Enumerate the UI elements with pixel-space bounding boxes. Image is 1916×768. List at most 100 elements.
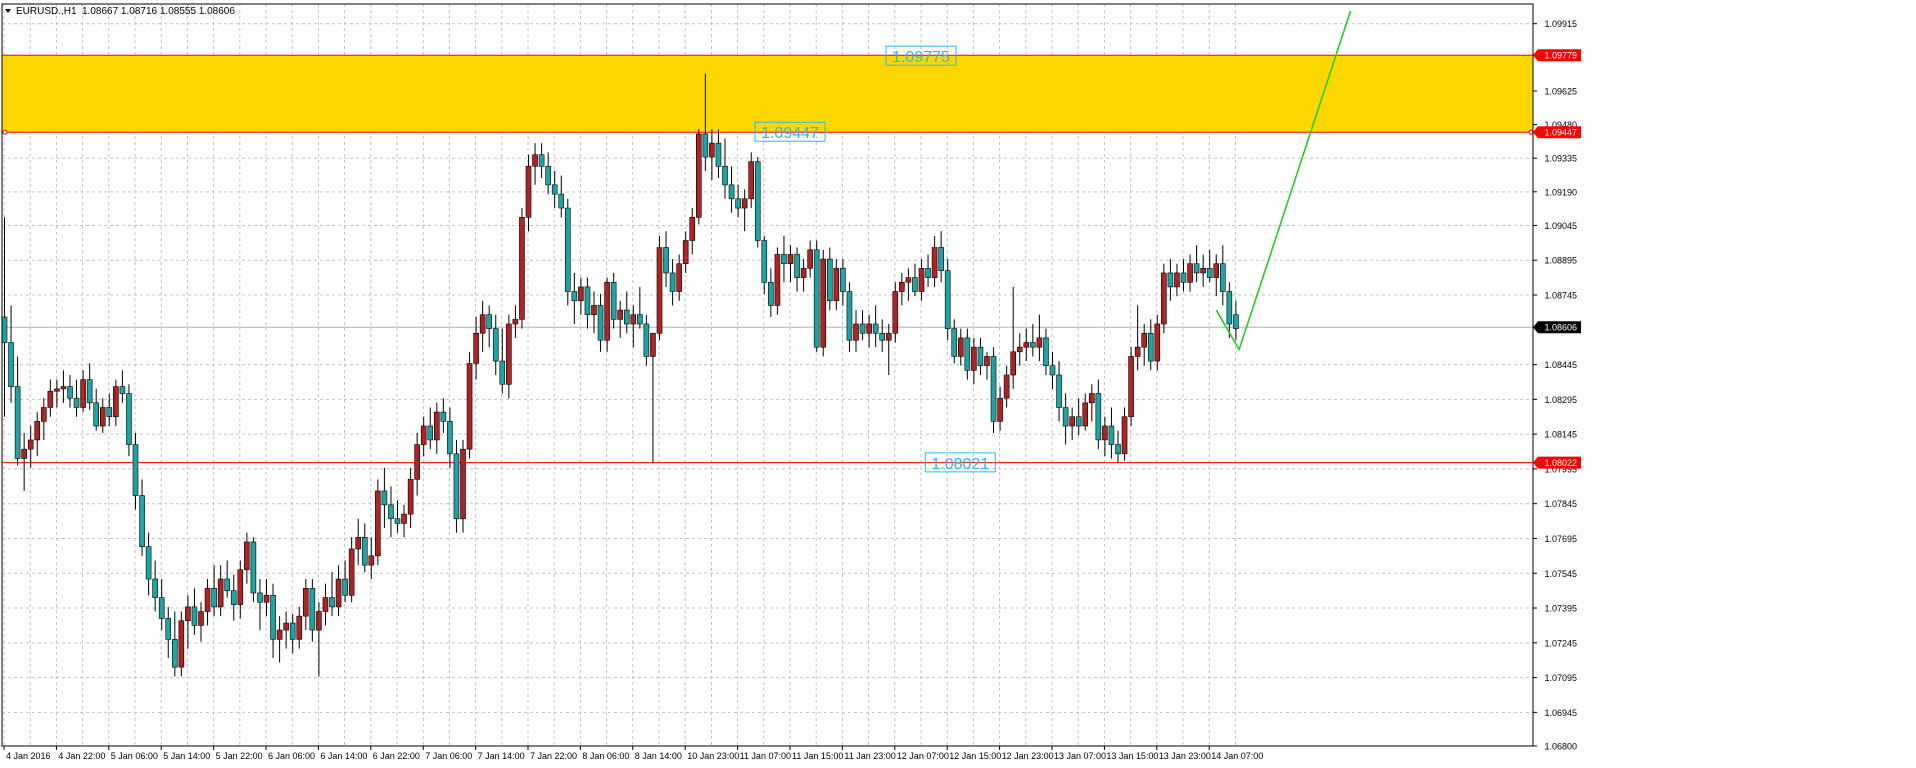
candle: [1174, 263, 1180, 297]
candle: [172, 611, 178, 677]
line-anchor-handle[interactable]: [1528, 129, 1534, 135]
price-annotation[interactable]: 1.08021: [924, 452, 996, 473]
price-tick-label: 1.07245: [1544, 638, 1577, 648]
projection-trendline[interactable]: [1215, 10, 1352, 352]
triangle-down-icon[interactable]: [5, 9, 11, 13]
candle-body-bull: [997, 397, 1003, 422]
candle: [591, 291, 597, 334]
candle: [840, 259, 846, 306]
zone-bottom-price-tag: 1.09447: [1533, 126, 1581, 139]
candle: [99, 398, 106, 433]
support-price-tag-bg: [1533, 456, 1581, 469]
candle: [1128, 347, 1134, 427]
ohlc-label: 1.08667 1.08716 1.08555 1.08606: [82, 6, 235, 17]
zone-top-price-tag-text: 1.09779: [1544, 51, 1577, 61]
candle: [1200, 254, 1206, 287]
candle-body-bull: [820, 258, 827, 348]
candle-body-bull: [650, 332, 656, 357]
candle-body-bull: [414, 444, 420, 480]
price-tick-label: 1.08295: [1544, 395, 1577, 405]
candle-body-bear: [250, 541, 257, 594]
candle: [728, 166, 735, 213]
candle: [217, 565, 224, 617]
candle-body-bear: [132, 444, 139, 496]
horizontal-levels[interactable]: [2, 54, 1534, 464]
line-anchor-handle[interactable]: [2, 129, 8, 135]
candle-body-bull: [971, 346, 977, 371]
price-tick-label: 1.09335: [1544, 154, 1577, 164]
candle: [623, 291, 630, 334]
candle-body-bear: [768, 281, 774, 306]
candle: [931, 235, 938, 287]
time-tick-label: 4 Jan 2016: [6, 751, 51, 761]
projection-path[interactable]: [1215, 10, 1352, 352]
supply-zone-rectangle[interactable]: [2, 55, 1533, 133]
candle-body-bear: [1180, 272, 1187, 283]
candle: [853, 310, 859, 352]
candle: [1193, 245, 1200, 283]
candle-body-bull: [787, 254, 794, 265]
candle-body-bull: [1102, 425, 1108, 441]
candle: [329, 572, 335, 617]
price-annotation[interactable]: 1.09447: [754, 121, 826, 142]
candle-body-bear: [158, 597, 165, 619]
candle: [492, 314, 499, 375]
candle: [132, 432, 139, 510]
candle: [40, 398, 47, 440]
annotation-text: 1.09775: [892, 49, 950, 66]
candle: [1141, 323, 1147, 366]
candle-body-bear: [224, 578, 230, 591]
candle: [794, 247, 800, 292]
candle-body-bear: [663, 247, 669, 274]
axes: 1.09915 1.09625 1.09480 1.09335 1.09190 1.090…: [1, 3, 1581, 761]
candle: [440, 398, 447, 433]
candle-body-bull: [80, 379, 86, 408]
price-tick-label: 1.09625: [1544, 86, 1577, 96]
candle: [1056, 361, 1062, 422]
candle: [820, 249, 827, 357]
candle: [912, 263, 918, 297]
candle: [564, 198, 571, 306]
price-annotations[interactable]: 1.09775 1.09447 1.08021: [754, 45, 996, 473]
candle-body-bull: [113, 386, 119, 418]
candle: [342, 560, 348, 603]
candle: [93, 388, 99, 431]
candle: [551, 170, 558, 209]
candle-body-bull: [525, 166, 532, 218]
candle-body-bear: [912, 277, 918, 292]
candle: [499, 328, 506, 394]
candle-body-bear: [728, 184, 735, 200]
candle-body-bear: [781, 254, 787, 265]
candle-body-bear: [1115, 444, 1121, 455]
candle-body-bear: [381, 490, 388, 506]
candle: [368, 537, 375, 580]
candle-body-bear: [551, 184, 558, 195]
price-annotation[interactable]: 1.09775: [885, 45, 957, 66]
price-tick-label: 1.06800: [1544, 742, 1577, 752]
candle-body-bull: [54, 388, 60, 392]
candle-body-bear: [538, 154, 545, 167]
candle: [309, 579, 316, 642]
candle-body-bull: [617, 309, 624, 320]
price-tick-label: 1.07545: [1544, 569, 1577, 579]
time-tick-label: 7 Jan 06:00: [425, 751, 472, 761]
candle: [80, 370, 86, 413]
candle-body-bull: [1010, 351, 1017, 376]
resistance-zone[interactable]: [2, 55, 1533, 133]
candle: [8, 305, 14, 403]
candle-body-bear: [427, 425, 434, 441]
candle-body-bull: [630, 314, 637, 325]
time-tick-label: 13 Jan 15:00: [1106, 751, 1158, 761]
candle-body-bear: [93, 402, 99, 427]
candle: [643, 314, 650, 366]
candle: [270, 583, 276, 658]
candle-body-bull: [748, 161, 755, 200]
candle-body-bear: [73, 397, 80, 408]
candle-body-bear: [597, 305, 604, 341]
candle-body-bull: [302, 588, 309, 617]
candle-body-bear: [1167, 272, 1174, 288]
candle: [394, 500, 401, 533]
candle-body-bear: [846, 291, 853, 341]
